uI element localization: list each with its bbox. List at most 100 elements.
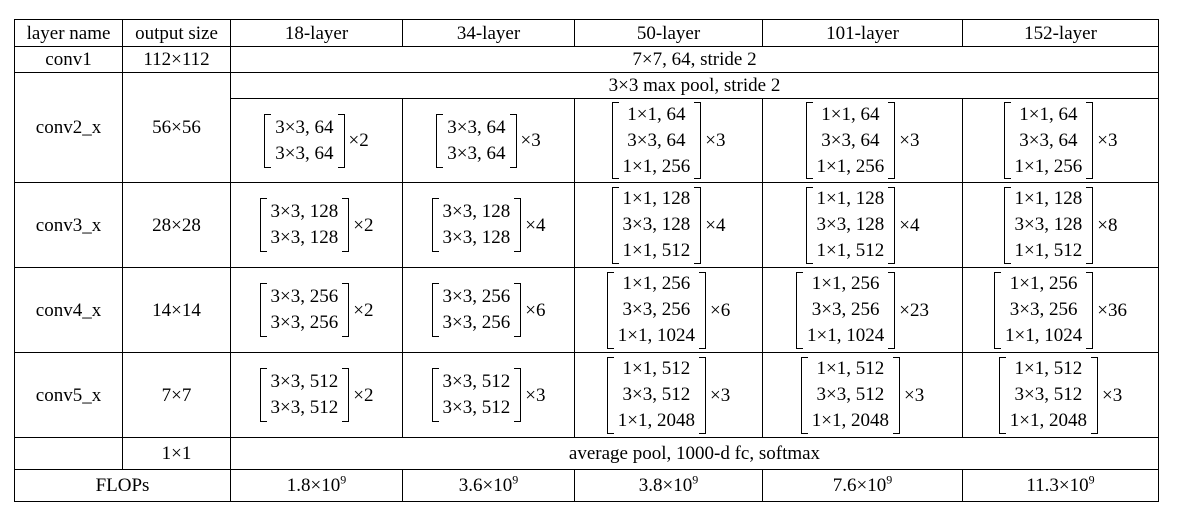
block-line: 3×3, 64 (1019, 129, 1078, 151)
block-spec: 1×1, 256 3×3, 256 1×1, 1024 ×36 (994, 271, 1127, 349)
block-multiplier: ×2 (353, 384, 374, 406)
stage-row: 3×3, 64 3×3, 64 ×2 3×3, 64 3×3, 64 ×3 1×1, 64 3… (15, 98, 1159, 183)
block-cell: 3×3, 512 3×3, 512 ×3 (402, 352, 575, 438)
output-size: 1×1 (122, 437, 231, 470)
header-cell: 50-layer (574, 19, 763, 47)
output-size: 14×14 (122, 267, 231, 353)
block-cell: 1×1, 128 3×3, 128 1×1, 512 ×4 (574, 182, 763, 268)
block-cell: 3×3, 64 3×3, 64 ×2 (230, 98, 403, 183)
block-line: 1×1, 2048 (617, 410, 695, 431)
block-bracket: 3×3, 512 3×3, 512 (259, 368, 350, 422)
block-cell: 1×1, 128 3×3, 128 1×1, 512 ×4 (762, 182, 963, 268)
block-line: 1×1, 1024 (807, 325, 885, 346)
block-bracket: 1×1, 256 3×3, 256 1×1, 1024 (994, 271, 1094, 349)
block-line: 3×3, 256 (270, 286, 339, 307)
block-spec: 3×3, 64 3×3, 64 ×3 (436, 113, 541, 168)
block-bracket: 1×1, 512 3×3, 512 1×1, 2048 (800, 356, 900, 434)
block-cell: 3×3, 256 3×3, 256 ×6 (402, 267, 575, 353)
block-line: 3×3, 512 (816, 384, 885, 405)
block-bracket: 3×3, 64 3×3, 64 (264, 113, 345, 168)
block-cell: 1×1, 256 3×3, 256 1×1, 1024 ×23 (762, 267, 963, 353)
block-line: 1×1, 512 (1014, 358, 1083, 379)
flops-exponent: 9 (1088, 472, 1095, 487)
block-cell: 1×1, 256 3×3, 256 1×1, 1024 ×36 (962, 267, 1159, 353)
block-line: 3×3, 64 (275, 116, 334, 138)
flops-value: 3.8×109 (574, 469, 763, 502)
block-line: 3×3, 512 (442, 371, 511, 392)
output-size: 7×7 (122, 352, 231, 438)
output-size: 56×56 (122, 72, 231, 183)
block-multiplier: ×4 (525, 214, 546, 236)
block-cell: 3×3, 64 3×3, 64 ×3 (402, 98, 575, 183)
block-line: 3×3, 64 (447, 142, 506, 164)
header-cell: 101-layer (762, 19, 963, 47)
block-cell: 3×3, 128 3×3, 128 ×4 (402, 182, 575, 268)
block-spec: 1×1, 64 3×3, 64 1×1, 256 ×3 (805, 102, 920, 179)
block-multiplier: ×36 (1097, 299, 1127, 321)
block-bracket: 1×1, 128 3×3, 128 1×1, 512 (1003, 186, 1094, 264)
block-bracket: 1×1, 128 3×3, 128 1×1, 512 (611, 186, 702, 264)
block-multiplier: ×3 (904, 384, 925, 406)
block-multiplier: ×3 (899, 130, 920, 151)
block-spec: 1×1, 128 3×3, 128 1×1, 512 ×8 (1003, 186, 1117, 264)
flops-value: 1.8×109 (230, 469, 403, 502)
block-line: 3×3, 128 (1014, 214, 1083, 235)
block-spec: 1×1, 128 3×3, 128 1×1, 512 ×4 (805, 186, 919, 264)
block-multiplier: ×3 (1097, 130, 1118, 151)
block-line: 1×1, 512 (816, 358, 885, 379)
header-cell: 34-layer (402, 19, 575, 47)
block-line: 3×3, 128 (442, 201, 511, 222)
block-line: 1×1, 512 (622, 358, 691, 379)
block-line: 3×3, 512 (622, 384, 691, 405)
block-spec: 1×1, 512 3×3, 512 1×1, 2048 ×3 (800, 356, 925, 434)
block-spec: 1×1, 512 3×3, 512 1×1, 2048 ×3 (998, 356, 1123, 434)
block-cell: 1×1, 64 3×3, 64 1×1, 256 ×3 (962, 98, 1159, 183)
final-row: 1×1 average pool, 1000-d fc, softmax (14, 437, 1159, 470)
stage-row: conv5_x 7×7 3×3, 512 3×3, 512 ×2 3×3, 512 3×3,… (14, 352, 1159, 438)
flops-exponent: 9 (692, 472, 699, 487)
block-multiplier: ×3 (710, 384, 731, 406)
flops-exponent: 9 (340, 472, 347, 487)
header-cell: output size (122, 19, 231, 47)
block-spec: 1×1, 256 3×3, 256 1×1, 1024 ×23 (796, 271, 929, 349)
block-line: 1×1, 2048 (1009, 410, 1087, 431)
block-line: 1×1, 512 (816, 240, 885, 261)
block-bracket: 1×1, 256 3×3, 256 1×1, 1024 (796, 271, 896, 349)
block-line: 1×1, 64 (627, 103, 686, 125)
stage-row: conv3_x 28×28 3×3, 128 3×3, 128 ×2 3×3, 128 3×… (14, 182, 1159, 268)
block-line: 3×3, 64 (275, 142, 334, 164)
block-line: 1×1, 512 (622, 240, 691, 261)
block-line: 3×3, 128 (270, 201, 339, 222)
block-bracket: 1×1, 64 3×3, 64 1×1, 256 (805, 102, 896, 179)
flops-exponent: 9 (886, 472, 893, 487)
block-bracket: 1×1, 64 3×3, 64 1×1, 256 (611, 102, 702, 179)
block-multiplier: ×2 (348, 130, 369, 151)
block-line: 3×3, 256 (270, 312, 339, 333)
flops-base: 7.6×10 (832, 475, 887, 496)
block-line: 1×1, 512 (1014, 240, 1083, 261)
block-spec: 1×1, 64 3×3, 64 1×1, 256 ×3 (1003, 102, 1118, 179)
block-line: 1×1, 256 (622, 273, 691, 294)
block-bracket: 3×3, 128 3×3, 128 (431, 198, 522, 252)
block-multiplier: ×3 (1102, 384, 1123, 406)
block-line: 1×1, 256 (622, 155, 691, 177)
block-line: 1×1, 256 (1014, 155, 1083, 177)
block-bracket: 3×3, 128 3×3, 128 (259, 198, 350, 252)
final-spec: average pool, 1000-d fc, softmax (230, 437, 1159, 470)
block-bracket: 3×3, 256 3×3, 256 (259, 283, 350, 337)
block-multiplier: ×4 (705, 214, 726, 236)
block-multiplier: ×3 (705, 130, 726, 151)
flops-value: 11.3×109 (962, 469, 1159, 502)
block-bracket: 1×1, 512 3×3, 512 1×1, 2048 (998, 356, 1098, 434)
block-cell: 3×3, 512 3×3, 512 ×2 (230, 352, 403, 438)
block-cell: 1×1, 64 3×3, 64 1×1, 256 ×3 (574, 98, 763, 183)
block-line: 3×3, 512 (442, 397, 511, 418)
block-line: 3×3, 128 (622, 214, 691, 235)
block-line: 3×3, 128 (270, 227, 339, 248)
block-line: 3×3, 64 (627, 129, 686, 151)
block-spec: 3×3, 128 3×3, 128 ×4 (431, 198, 546, 252)
block-line: 3×3, 512 (270, 371, 339, 392)
layer-name-empty (14, 437, 123, 470)
flops-base: 3.8×10 (638, 475, 693, 496)
block-multiplier: ×6 (710, 299, 731, 321)
